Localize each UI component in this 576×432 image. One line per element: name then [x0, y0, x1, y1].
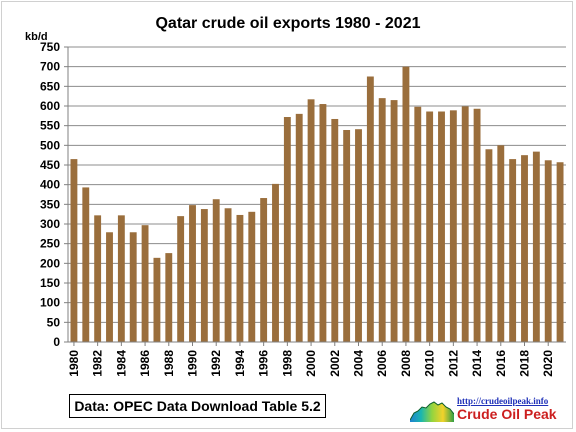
bar-1987 [153, 257, 161, 342]
y-tick-label-400: 400 [40, 178, 60, 192]
x-tick-label-2000: 2000 [304, 350, 318, 377]
logo-url-text[interactable]: http://crudeoilpeak.info [457, 396, 549, 406]
bar-2010 [426, 111, 434, 342]
x-tick-label-1996: 1996 [257, 350, 271, 377]
bar-1992 [212, 199, 220, 342]
x-tick-label-2004: 2004 [352, 350, 366, 377]
bar-2009 [414, 106, 422, 342]
bar-1989 [177, 216, 185, 342]
bar-2019 [532, 151, 540, 342]
y-tick-label-0: 0 [53, 335, 60, 349]
bar-1991 [200, 209, 208, 342]
bar-1994 [236, 214, 244, 342]
x-tick-label-2012: 2012 [446, 350, 460, 377]
y-tick-label-200: 200 [40, 256, 60, 270]
bar-2002 [331, 118, 339, 342]
x-tick-label-2006: 2006 [375, 350, 389, 377]
bar-2014 [473, 108, 481, 343]
bar-2021 [556, 162, 564, 342]
bar-2001 [319, 104, 327, 343]
bar-1997 [272, 183, 279, 342]
bar-2017 [509, 159, 517, 342]
x-tick-label-2014: 2014 [470, 350, 484, 377]
bar-2015 [485, 149, 493, 342]
oil-peak-logo-icon [410, 401, 454, 422]
bar-1986 [141, 225, 149, 342]
bar-2008 [402, 66, 410, 343]
y-tick-label-450: 450 [40, 158, 60, 172]
y-axis-ticks: 0 50 100 150 200 250 300 350 400 450 500 550 600 650 7… [40, 40, 68, 349]
bar-1990 [189, 205, 196, 342]
y-tick-label-500: 500 [40, 138, 60, 152]
bar-2020 [544, 160, 552, 342]
bar-1996 [260, 198, 268, 342]
y-tick-label-650: 650 [40, 79, 60, 93]
bar-1984 [117, 215, 125, 342]
x-tick-label-1992: 1992 [209, 350, 223, 377]
x-tick-label-2008: 2008 [399, 350, 413, 377]
x-tick-label-2002: 2002 [328, 350, 342, 377]
bar-1982 [94, 215, 102, 342]
x-tick-label-1998: 1998 [280, 350, 294, 377]
bar-1981 [82, 187, 90, 342]
bar-2004 [355, 129, 362, 342]
bar-1980 [70, 159, 78, 342]
data-source-text: Data: OPEC Data Download Table 5.2 [74, 398, 321, 414]
bar-2012 [449, 110, 457, 343]
x-tick-label-2020: 2020 [541, 350, 555, 377]
bar-2003 [343, 129, 351, 342]
x-tick-label-2010: 2010 [423, 350, 437, 377]
y-tick-label-350: 350 [40, 197, 60, 211]
chart-title: Qatar crude oil exports 1980 - 2021 [155, 15, 420, 32]
y-tick-label-700: 700 [40, 60, 60, 74]
x-tick-label-2016: 2016 [494, 350, 508, 377]
bar-2007 [390, 100, 398, 342]
bar-2016 [497, 145, 505, 342]
data-source-box: Data: OPEC Data Download Table 5.2 [69, 394, 326, 418]
bar-2005 [366, 76, 374, 342]
bars [70, 66, 564, 343]
y-tick-label-750: 750 [40, 40, 60, 54]
bar-1983 [106, 232, 113, 342]
logo-title-text: Crude Oil Peak [457, 406, 557, 422]
y-tick-label-600: 600 [40, 99, 60, 113]
y-tick-label-550: 550 [40, 119, 60, 133]
bar-1985 [129, 232, 137, 342]
bar-1995 [248, 211, 256, 342]
x-tick-label-1988: 1988 [162, 350, 176, 377]
x-tick-label-1980: 1980 [67, 350, 81, 377]
gridlines [68, 46, 566, 323]
axes [67, 47, 566, 343]
x-axis-ticks: 1980 1982 1984 1986 1988 1990 1992 1994 1996 1998… [67, 342, 555, 377]
bar-2011 [438, 111, 445, 342]
x-tick-label-1982: 1982 [91, 350, 105, 377]
y-tick-label-250: 250 [40, 237, 60, 251]
bar-1999 [295, 113, 303, 342]
x-tick-label-1984: 1984 [114, 350, 128, 377]
bar-2018 [521, 155, 528, 342]
bar-2000 [307, 99, 315, 343]
y-axis-unit-label: kb/d [25, 31, 48, 43]
bar-1998 [283, 117, 291, 342]
y-tick-label-50: 50 [47, 315, 61, 329]
crude-oil-peak-logo: http://crudeoilpeak.info Crude Oil Peak [410, 394, 564, 424]
x-tick-label-1994: 1994 [233, 350, 247, 377]
y-tick-label-100: 100 [40, 296, 60, 310]
bar-2013 [461, 106, 469, 342]
x-tick-label-1986: 1986 [138, 350, 152, 377]
bar-1993 [224, 208, 232, 342]
y-tick-label-300: 300 [40, 217, 60, 231]
x-tick-label-1990: 1990 [186, 350, 200, 377]
bar-2006 [378, 98, 386, 342]
bar-1988 [165, 253, 173, 342]
y-tick-label-150: 150 [40, 276, 60, 290]
x-tick-label-2018: 2018 [518, 350, 532, 377]
